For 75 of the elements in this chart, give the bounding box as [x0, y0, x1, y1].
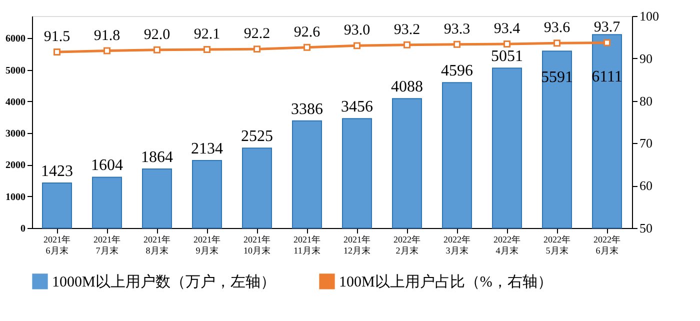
bar	[42, 182, 72, 228]
legend-label: 1000M以上用户数（万户，左轴）	[52, 273, 276, 290]
point	[554, 40, 560, 47]
data-label: 4088	[391, 78, 423, 96]
y-tick-label: 2000	[6, 160, 26, 172]
data-label: 5591	[541, 69, 573, 86]
data-label: 2134	[191, 140, 223, 158]
data-label: 3456	[341, 98, 373, 116]
y-tick-label: 6000	[6, 34, 26, 45]
y-tick-label: 5000	[6, 65, 26, 76]
y-tick-label: 3000	[6, 128, 26, 140]
x-tick-label: 2022年 5月末	[544, 234, 570, 256]
bar	[442, 82, 472, 228]
bar	[142, 168, 172, 228]
data-label: 92.0	[144, 26, 170, 43]
x-tick-label: 2022年 6月末	[594, 234, 620, 256]
data-label: 93.3	[444, 21, 470, 38]
x-tick-label: 2021年 11月末	[294, 234, 320, 256]
data-label: 1604	[91, 157, 123, 174]
data-label: 93.6	[544, 20, 571, 36]
bar	[342, 118, 372, 228]
data-label: 93.7	[594, 20, 621, 36]
data-label: 91.8	[94, 28, 120, 44]
point	[154, 46, 160, 54]
x-tick-label: 2021年 9月末	[194, 234, 220, 256]
legend-label: 100M以上用户占比（%，右轴）	[339, 273, 552, 290]
data-label: 4596	[441, 62, 473, 80]
point	[604, 39, 610, 46]
point	[204, 46, 210, 53]
data-label: 3386	[291, 100, 323, 118]
point	[454, 40, 460, 48]
x-tick-label: 2021年 10月末	[244, 234, 270, 256]
x-tick-label: 2021年 8月末	[144, 234, 170, 256]
point	[254, 46, 260, 53]
bar	[492, 68, 522, 228]
x-tick-label: 2021年 7月末	[94, 234, 120, 256]
y-tick-label: 4000	[6, 96, 26, 108]
x-tick-label: 2021年 12月末	[344, 234, 370, 256]
data-label: 93.4	[494, 20, 521, 37]
data-label: 1864	[141, 149, 173, 166]
x-tick-label: 2022年 3月末	[444, 234, 470, 256]
data-label: 2525	[241, 128, 273, 146]
point	[404, 41, 410, 48]
bar	[192, 160, 222, 228]
x-tick-label: 2022年 2月末	[394, 234, 420, 256]
data-label: 91.5	[44, 29, 70, 46]
point	[354, 42, 360, 50]
y2-tick-label: 80	[640, 93, 652, 108]
data-label: 92.6	[294, 24, 321, 40]
bar	[92, 176, 122, 228]
y2-tick-label: 50	[640, 220, 652, 236]
x-tick-label: 2022年 4月末	[494, 234, 520, 256]
y2-tick-label: 90	[640, 50, 652, 66]
y2-tick-label: 70	[640, 136, 652, 151]
point	[54, 48, 60, 56]
data-label: 92.1	[194, 26, 220, 42]
data-label: 1423	[41, 162, 73, 180]
data-label: 6111	[592, 68, 622, 86]
bar	[242, 148, 272, 228]
bar	[592, 34, 622, 228]
bar	[392, 98, 422, 228]
y-tick-label: 0	[20, 224, 26, 234]
y2-tick-label: 60	[640, 178, 652, 194]
x-tick-label: 2021年 6月末	[44, 234, 70, 256]
data-label: 92.2	[244, 26, 270, 42]
point	[504, 40, 510, 48]
bar	[292, 120, 322, 228]
point	[304, 44, 310, 51]
bar	[542, 50, 572, 228]
data-label: 5051	[491, 48, 523, 66]
data-label: 93.2	[394, 22, 420, 38]
point	[104, 47, 110, 54]
data-label: 93.0	[344, 22, 370, 39]
y-tick-label: 1000	[6, 192, 26, 203]
y2-tick-label: 100	[640, 8, 659, 24]
